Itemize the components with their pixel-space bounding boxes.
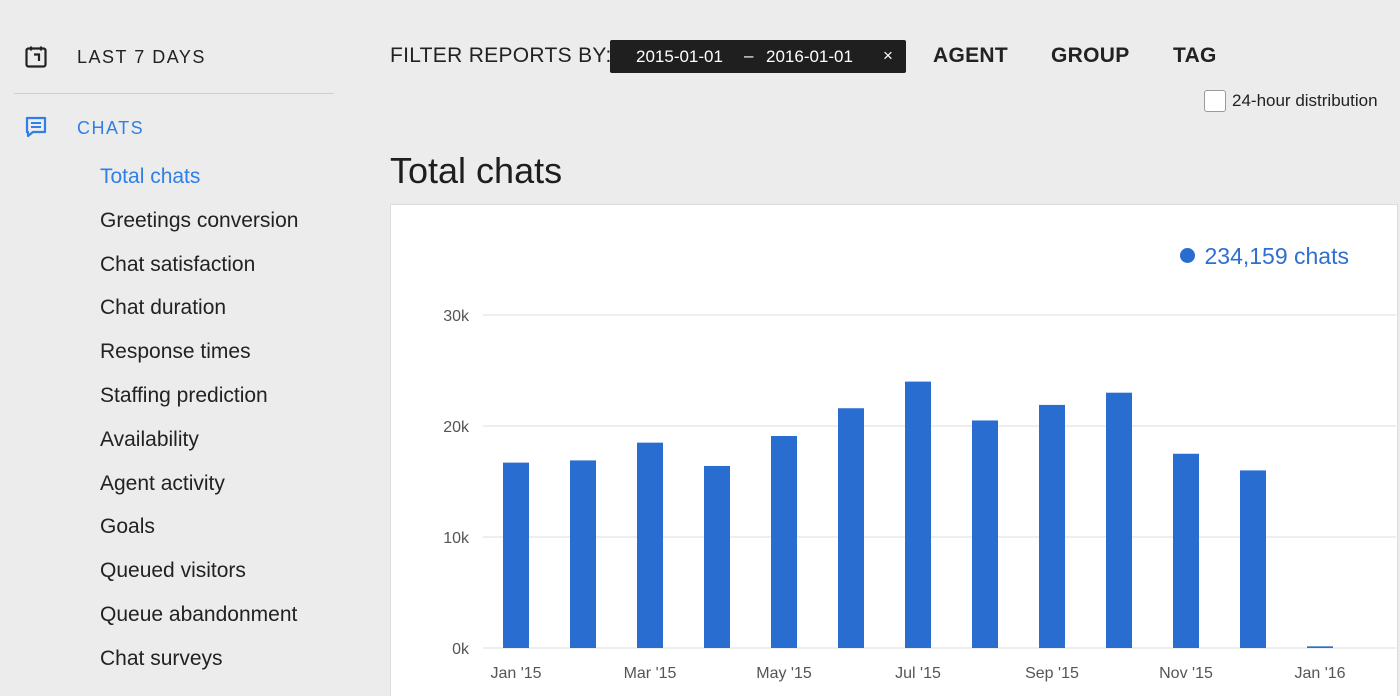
section-chats[interactable]: CHATS [14,112,334,144]
chart-bar[interactable] [704,465,730,648]
distribution-checkbox[interactable] [1204,90,1226,112]
menu-item-greetings-conversion[interactable]: Greetings conversion [100,208,299,232]
menu-item-agent-activity[interactable]: Agent activity [100,471,225,495]
menu-item-queue-abandonment[interactable]: Queue abandonment [100,602,298,626]
menu-item-availability[interactable]: Availability [100,427,199,451]
menu-item-queued-visitors[interactable]: Queued visitors [100,559,246,583]
x-tick-label: Jan '15 [490,665,541,682]
x-tick-label: Nov '15 [1159,665,1213,682]
chart-bar[interactable] [972,420,998,648]
section-label: CHATS [77,118,145,138]
date-range-chip[interactable]: 2015-01-01 – 2016-01-01 × [610,40,906,73]
x-tick-label: Jul '15 [895,665,941,682]
chart-bar[interactable] [1106,392,1132,648]
filter-tag-button[interactable]: TAG [1173,44,1217,67]
chart-legend[interactable]: 234,159 chats [1180,243,1349,270]
total-chats-bar-chart: 0k 10k 20k 30k Jan '15 Mar '15 May '15 Jul '15 S… [443,308,1396,682]
x-tick-label: Sep '15 [1025,665,1079,682]
chart-bar[interactable] [570,460,596,648]
chart-bar[interactable] [503,462,529,648]
menu-item-response-times[interactable]: Response times [100,340,251,364]
distribution-label: 24-hour distribution [1232,91,1378,110]
chart-bar[interactable] [1307,646,1333,648]
calendar-icon [25,46,47,68]
x-tick-label: Mar '15 [624,665,677,682]
chart-bar[interactable] [637,442,663,648]
y-tick-label: 30k [443,308,470,325]
x-tick-label: May '15 [756,665,812,682]
chart-card: 234,159 chats 0k 10k 20k 30k Jan '15 Mar '15 M… [390,204,1398,696]
chart-bar[interactable] [1240,470,1266,648]
sidebar: LAST 7 DAYS CHATS Total chats Greetings … [14,0,334,696]
menu-item-chat-duration[interactable]: Chat duration [100,296,227,320]
date-to: 2016-01-01 [766,47,853,66]
period-label: LAST 7 DAYS [77,47,206,67]
date-from: 2015-01-01 [636,47,723,66]
x-tick-label: Jan '16 [1294,665,1345,682]
date-separator: – [744,46,754,65]
y-tick-label: 0k [452,641,470,658]
chart-bar[interactable] [1173,453,1199,648]
menu-item-chat-surveys[interactable]: Chat surveys [100,646,223,670]
legend-label: 234,159 chats [1204,243,1349,269]
menu-item-staffing-prediction[interactable]: Staffing prediction [100,383,268,407]
chat-bubble-icon [25,116,47,138]
y-tick-label: 10k [443,530,470,547]
filter-group-button[interactable]: GROUP [1051,44,1130,67]
chart-bar[interactable] [905,381,931,648]
period-selector[interactable]: LAST 7 DAYS [14,30,334,94]
chart-bar[interactable] [771,435,797,648]
filter-label: FILTER REPORTS BY: [390,44,612,67]
y-tick-label: 20k [443,419,470,436]
menu-item-chat-satisfaction[interactable]: Chat satisfaction [100,252,256,276]
page-title: Total chats [390,150,563,191]
filter-agent-button[interactable]: AGENT [933,44,1008,67]
chart-bar[interactable] [1039,404,1065,648]
legend-dot-icon [1180,248,1196,263]
menu-item-goals[interactable]: Goals [100,515,155,539]
menu-item-total-chats[interactable]: Total chats [100,165,201,188]
chart-bar[interactable] [838,408,864,648]
close-icon[interactable]: × [883,46,893,65]
report-menu: Total chats Greetings conversion Chat sa… [100,160,298,686]
